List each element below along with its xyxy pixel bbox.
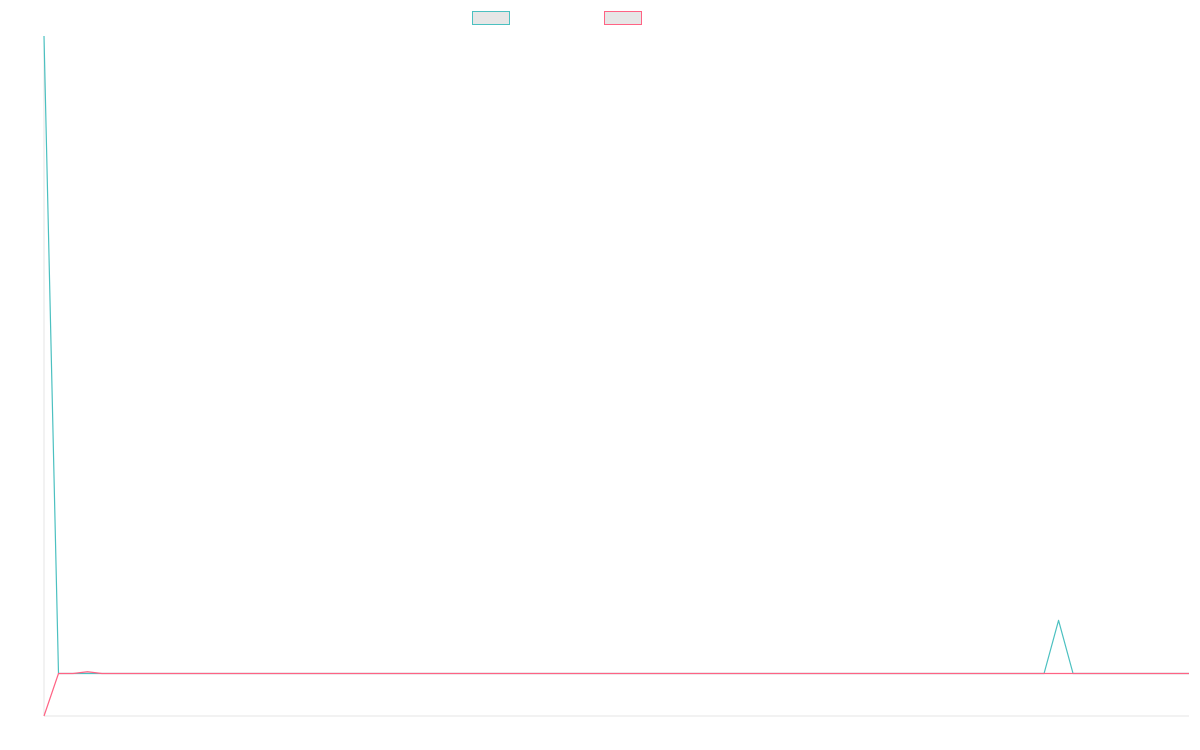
chart-legend	[0, 9, 1200, 27]
legend-item-series-2[interactable]	[604, 9, 648, 27]
series-line-1[interactable]	[43, 35, 1189, 675]
legend-swatch-series-2	[604, 11, 642, 25]
legend-item-series-1[interactable]	[472, 9, 516, 27]
legend-swatch-series-1	[472, 11, 510, 25]
series-line-2[interactable]	[43, 671, 1189, 717]
